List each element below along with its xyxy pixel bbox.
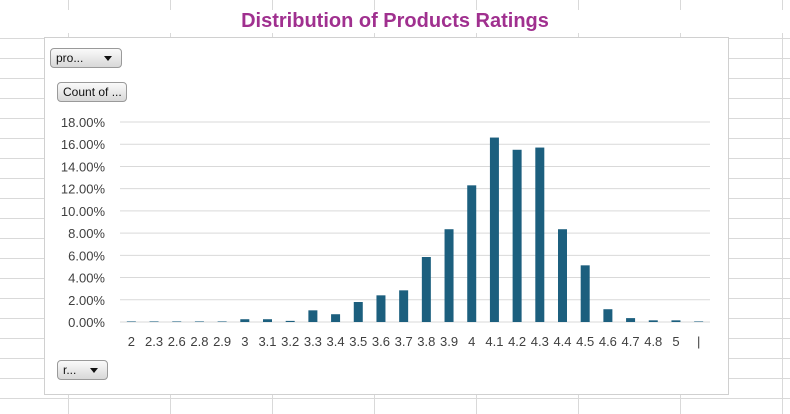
bar[interactable] — [353, 302, 363, 322]
filter-field-button[interactable]: pro... — [50, 48, 122, 68]
bar[interactable] — [467, 185, 477, 322]
bar[interactable] — [671, 320, 681, 322]
chart-area[interactable] — [44, 37, 729, 395]
bar[interactable] — [512, 149, 522, 322]
x-tick-label: 3.6 — [372, 334, 390, 349]
bar[interactable] — [535, 147, 545, 322]
y-tick-label: 6.00% — [68, 248, 105, 263]
x-tick-label: 4 — [468, 334, 475, 349]
bar[interactable] — [126, 321, 136, 322]
x-tick-label: 3.4 — [327, 334, 345, 349]
x-tick-label: 3.5 — [349, 334, 367, 349]
x-tick-label: 3 — [241, 334, 248, 349]
bar[interactable] — [558, 229, 567, 322]
x-tick-label: 4.7 — [622, 334, 640, 349]
value-field-label: Count of ... — [63, 85, 122, 99]
x-tick-label: 2.6 — [168, 334, 186, 349]
x-tick-label: 3.3 — [304, 334, 322, 349]
x-tick-label: 2.8 — [190, 334, 208, 349]
x-tick-label: 4.3 — [531, 334, 549, 349]
bar[interactable] — [626, 318, 636, 322]
y-tick-label: 12.00% — [61, 182, 106, 197]
y-tick-label: 2.00% — [68, 293, 105, 308]
x-tick-label: 3.8 — [417, 334, 435, 349]
chevron-down-icon — [90, 368, 98, 373]
y-tick-label: 16.00% — [61, 137, 106, 152]
x-tick-label: 4.8 — [644, 334, 662, 349]
y-tick-label: 4.00% — [68, 271, 105, 286]
chevron-down-icon — [104, 56, 112, 61]
filter-field-label: pro... — [56, 51, 84, 65]
bar[interactable] — [263, 319, 272, 322]
x-tick-label: 4.6 — [599, 334, 617, 349]
y-tick-label: 14.00% — [61, 159, 106, 174]
bar[interactable] — [149, 321, 159, 322]
x-tick-label: | — [697, 334, 700, 349]
x-tick-label: 3.1 — [258, 334, 276, 349]
bar[interactable] — [580, 265, 590, 322]
x-tick-label: 2 — [128, 334, 135, 349]
y-tick-label: 8.00% — [68, 226, 105, 241]
x-tick-label: 4.2 — [508, 334, 526, 349]
bar[interactable] — [694, 321, 704, 322]
bar[interactable] — [603, 309, 613, 322]
y-tick-label: 10.00% — [61, 204, 106, 219]
chart-title: Distribution of Products Ratings — [0, 10, 790, 33]
x-tick-label: 4.5 — [576, 334, 594, 349]
x-tick-label: 3.7 — [395, 334, 413, 349]
bar[interactable] — [194, 321, 204, 322]
bar[interactable] — [399, 290, 409, 322]
bar[interactable] — [172, 321, 182, 322]
bar[interactable] — [444, 229, 454, 322]
x-tick-label: 4.1 — [485, 334, 503, 349]
bar[interactable] — [648, 320, 658, 322]
axis-field-label: r... — [63, 363, 77, 377]
y-tick-label: 18.00% — [61, 115, 106, 130]
y-tick-label: 0.00% — [68, 315, 105, 330]
bar[interactable] — [285, 320, 295, 322]
x-tick-label: 4.4 — [553, 334, 571, 349]
bar[interactable] — [376, 295, 386, 322]
bar[interactable] — [308, 310, 318, 322]
value-field-button[interactable]: Count of ... — [57, 82, 127, 102]
axis-field-button[interactable]: r... — [57, 360, 108, 380]
bar[interactable] — [217, 321, 227, 322]
bar[interactable] — [489, 137, 499, 322]
x-tick-label: 2.9 — [213, 334, 231, 349]
x-tick-label: 3.9 — [440, 334, 458, 349]
bar[interactable] — [421, 257, 431, 322]
x-tick-label: 3.2 — [281, 334, 299, 349]
x-tick-label: 5 — [672, 334, 679, 349]
bar[interactable] — [331, 314, 341, 322]
bar[interactable] — [240, 319, 250, 322]
x-tick-label: 2.3 — [145, 334, 163, 349]
